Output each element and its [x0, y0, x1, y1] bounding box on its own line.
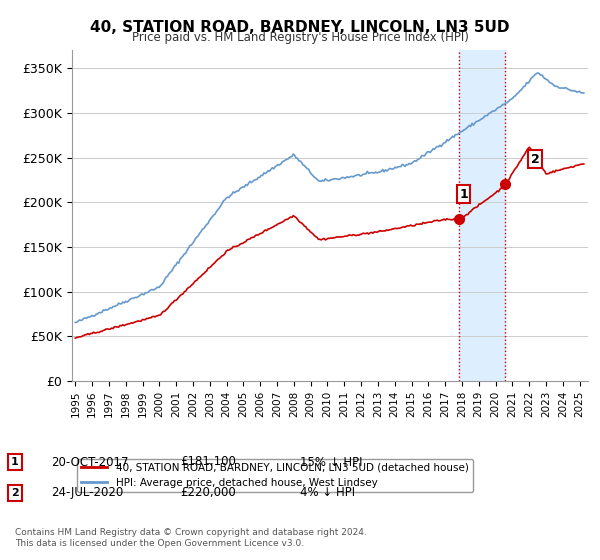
Text: 20-OCT-2017: 20-OCT-2017 — [51, 455, 128, 469]
Text: 1: 1 — [11, 457, 19, 467]
Text: £220,000: £220,000 — [180, 486, 236, 500]
Text: Price paid vs. HM Land Registry's House Price Index (HPI): Price paid vs. HM Land Registry's House … — [131, 31, 469, 44]
Text: 4% ↓ HPI: 4% ↓ HPI — [300, 486, 355, 500]
Bar — [458, 50, 505, 381]
Text: 15% ↓ HPI: 15% ↓ HPI — [300, 455, 362, 469]
Text: 2: 2 — [11, 488, 19, 498]
Text: £181,100: £181,100 — [180, 455, 236, 469]
Text: 24-JUL-2020: 24-JUL-2020 — [51, 486, 123, 500]
Text: 2: 2 — [531, 153, 539, 166]
Text: 1: 1 — [459, 188, 468, 200]
Text: Contains HM Land Registry data © Crown copyright and database right 2024.
This d: Contains HM Land Registry data © Crown c… — [15, 528, 367, 548]
Text: 40, STATION ROAD, BARDNEY, LINCOLN, LN3 5UD: 40, STATION ROAD, BARDNEY, LINCOLN, LN3 … — [90, 20, 510, 35]
Legend: 40, STATION ROAD, BARDNEY, LINCOLN, LN3 5UD (detached house), HPI: Average price: 40, STATION ROAD, BARDNEY, LINCOLN, LN3 … — [77, 459, 473, 492]
